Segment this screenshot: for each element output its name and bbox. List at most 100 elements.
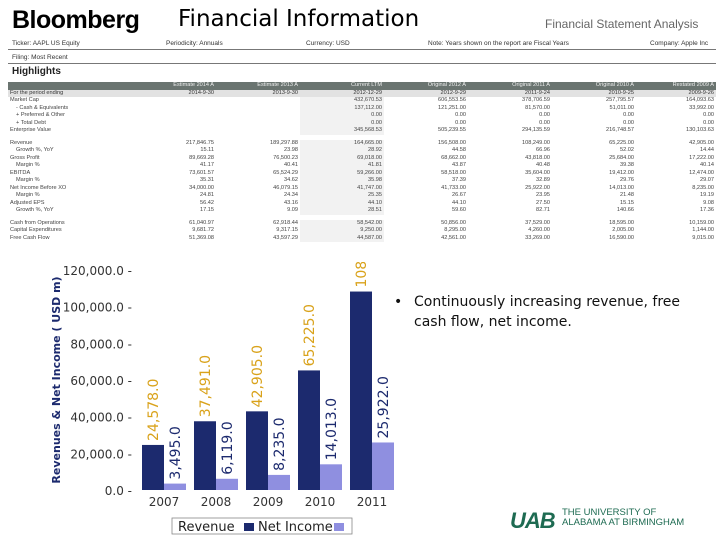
revenue-data-label: 65,225.0 [302, 304, 318, 366]
row-label: Cash from Operations [10, 219, 65, 226]
table-row: Margin % 35.31 34.62 35.98 37.39 32.89 29.76 29… [8, 177, 716, 185]
table-cell: 19.19 [636, 192, 716, 200]
table-cell: 0.00 [636, 119, 716, 127]
table-cell: 73,601.57 [189, 169, 214, 176]
table-cell: 0.00 [468, 112, 552, 120]
y-tick-label: 0.0 - [105, 484, 132, 498]
table-cell: 76,500.23 [273, 154, 298, 161]
table-cell: 432,670.53 [300, 97, 384, 105]
row-label: Capital Expenditures [10, 227, 62, 233]
table-cell: 189,297.88 [270, 139, 298, 146]
table-cell [132, 127, 216, 135]
y-tick-label: 100,000.0 - [63, 301, 132, 315]
table-cell: 505,239.55 [384, 127, 468, 135]
row-label: For the period ending [8, 89, 132, 97]
table-cell [132, 105, 216, 113]
table-cell: 0.00 [300, 112, 384, 120]
table-cell: 164,093.63 [636, 97, 716, 105]
table-cell: 2009-9-26 [636, 89, 716, 97]
table-cell: 43,818.00 [468, 154, 552, 162]
table-cell: 23.98 [284, 147, 298, 153]
table-cell: 2013-9-30 [216, 89, 300, 97]
table-cell: 25,684.00 [552, 154, 636, 162]
table-cell: 81,570.00 [468, 104, 552, 112]
y-tick-label: 120,000.0 - [63, 264, 132, 278]
bullet-text: Continuously increasing revenue, free ca… [414, 294, 681, 330]
legend-swatch-revenue [244, 523, 254, 531]
table-cell: 9.08 [636, 199, 716, 207]
table-cell: 2,005.00 [552, 227, 636, 235]
table-cell: 0.00 [384, 112, 468, 120]
uab-logo: UAB [510, 508, 556, 533]
table-cell: 12,474.00 [636, 169, 716, 177]
table-cell: 27.50 [468, 199, 552, 207]
net-income-bar [164, 483, 186, 490]
university-line-1: THE UNIVERSITY OF [562, 507, 657, 518]
table-cell: 40.14 [636, 162, 716, 170]
row-label: Net Income Before XO [10, 184, 67, 191]
table-row: EBITDA 73,601.57 65,524.29 59,266.00 58,518.… [8, 169, 716, 177]
revenue-bar [142, 444, 164, 490]
table-cell [216, 112, 300, 120]
revenue-data-label: 24,578.0 [146, 379, 162, 441]
row-label: + Preferred & Other [16, 112, 65, 118]
revenue-bar [246, 411, 268, 490]
table-row: Growth %, YoY 17.15 9.09 28.51 59.60 82.71 140… [8, 207, 716, 215]
table-cell: 34.62 [284, 177, 298, 183]
table-cell: 2012-12-29 [300, 89, 384, 97]
table-cell: 2014-9-30 [132, 89, 216, 97]
table-cell: 66.96 [468, 147, 552, 155]
revenue-bar [194, 421, 216, 490]
table-cell: 8,295.00 [384, 227, 468, 235]
report-section-title: Financial Statement Analysis [545, 17, 699, 31]
table-cell: 108,249.00 [468, 139, 552, 147]
table-cell: 378,706.59 [468, 97, 552, 105]
table-cell: 89,669.28 [189, 154, 214, 161]
row-label [8, 82, 132, 90]
table-cell: 130,103.63 [636, 127, 716, 135]
table-cell: 17,222.00 [636, 154, 716, 162]
revenue-data-label: 37,491.0 [198, 355, 214, 417]
row-label: Free Cash Flow [10, 234, 50, 241]
table-cell: 62,918.44 [273, 219, 298, 226]
row-label: Margin % [16, 177, 40, 183]
filing-row: Filing: Most Recent [8, 52, 716, 64]
table-cell: 21.48 [552, 192, 636, 200]
table-cell: 2010-9-25 [552, 89, 636, 97]
legend-label-revenue: Revenue [178, 520, 235, 535]
table-cell: 43,597.29 [273, 234, 298, 241]
table-cell: 42,905.00 [636, 139, 716, 147]
row-label: EBITDA [10, 169, 31, 176]
legend-swatch-net-income [334, 523, 344, 531]
net-income-data-label: 3,495.0 [168, 426, 184, 479]
table-cell: 0.00 [636, 112, 716, 120]
table-cell [216, 127, 300, 135]
table-cell: 41,733.00 [384, 184, 468, 192]
bullet-point: • Continuously increasing revenue, free … [394, 292, 704, 332]
table-cell: 23.95 [468, 192, 552, 200]
net-income-data-label: 14,013.0 [324, 398, 340, 460]
table-cell: 33,269.00 [468, 234, 552, 242]
table-cell: 156,508.00 [384, 139, 468, 147]
bloomberg-logo: Bloomberg [12, 6, 140, 34]
table-cell: 51,011.00 [552, 104, 636, 112]
table-cell: 24.81 [200, 192, 214, 198]
table-cell: 41.81 [300, 162, 384, 170]
table-cell: 29.07 [636, 177, 716, 185]
currency-label: Currency: USD [306, 40, 350, 47]
table-cell: 28.92 [300, 147, 384, 155]
table-cell: 15.15 [552, 199, 636, 207]
table-cell: 1,144.00 [636, 227, 716, 235]
table-cell: 69,018.00 [300, 154, 384, 162]
table-cell: 0.00 [468, 119, 552, 127]
table-cell: Original 2010 A [552, 82, 636, 90]
table-cell: 44,587.00 [300, 234, 384, 242]
table-cell: 164,665.00 [300, 139, 384, 147]
table-cell: 9,250.00 [300, 227, 384, 235]
table-cell: 0.00 [552, 112, 636, 120]
table-cell: 44.10 [384, 199, 468, 207]
table-cell: 52.02 [552, 147, 636, 155]
net-income-bar [320, 464, 342, 490]
row-label: Gross Profit [10, 154, 40, 161]
table-row: Capital Expenditures 9,681.72 9,317.15 9,25… [8, 227, 716, 235]
